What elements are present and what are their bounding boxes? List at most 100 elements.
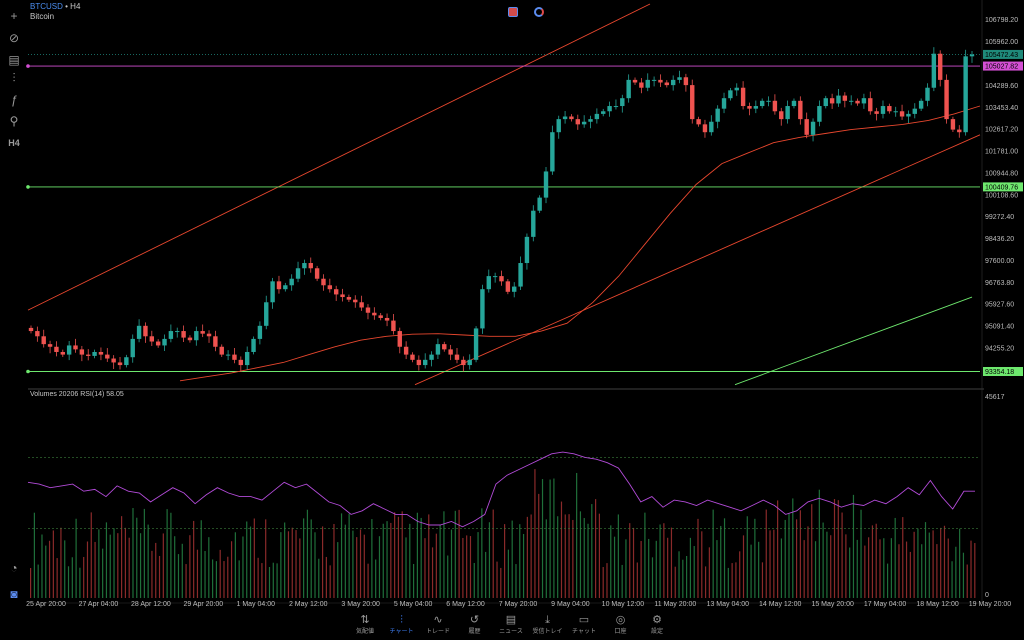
instrument-name: Bitcoin <box>30 12 55 21</box>
crosshair-icon[interactable]: + <box>10 9 18 23</box>
nav-item-trade[interactable]: ∿ トレード <box>420 612 456 636</box>
function-icon[interactable]: ƒ <box>10 93 18 107</box>
volume-bar <box>386 521 388 598</box>
volume-bar <box>52 530 54 598</box>
candle-bear <box>321 278 326 286</box>
volume-bar <box>321 526 324 598</box>
candle-bear <box>772 100 778 112</box>
nav-item-account[interactable]: ◎ 口座 <box>603 612 639 636</box>
timeframe-label[interactable]: H4 <box>70 2 81 11</box>
candle-bull <box>925 87 930 101</box>
volume-bar <box>704 566 707 598</box>
candle-bull <box>512 286 517 292</box>
chart-type-bars-icon[interactable]: ▤ <box>8 53 20 67</box>
nav-item-news[interactable]: ▤ ニュース <box>493 612 529 636</box>
candle-bull <box>537 197 542 211</box>
volume-bar <box>83 556 85 598</box>
candle-bull <box>651 79 657 81</box>
candle-bull <box>912 108 917 114</box>
time-label: 3 May 20:00 <box>341 601 380 608</box>
candle-bear <box>957 129 962 133</box>
candle-bull <box>295 268 301 279</box>
volume-bar <box>450 529 453 598</box>
volume-bar <box>739 551 741 598</box>
candle-bull <box>645 79 650 88</box>
volume-bar <box>139 533 142 598</box>
candle-bull <box>480 289 485 329</box>
volume-bar <box>189 535 191 598</box>
candle-bear <box>219 346 224 355</box>
nav-label: 設定 <box>650 629 663 635</box>
candle-bear <box>79 349 85 355</box>
volume-bar <box>572 519 574 598</box>
volume-bar <box>439 524 441 598</box>
price-label: 103453.40 <box>985 105 1018 112</box>
volume-bar <box>731 563 733 598</box>
volume-bar <box>716 540 718 598</box>
volume-bar <box>261 563 263 598</box>
volume-bar <box>974 543 976 598</box>
volume-bar <box>773 529 775 598</box>
volume-bar <box>814 541 817 598</box>
candle-bear <box>842 95 848 101</box>
volume-bar <box>193 520 195 598</box>
volume-bar <box>314 532 316 598</box>
one-click-icon[interactable] <box>534 7 544 17</box>
sync-icon[interactable]: ◙ <box>10 587 18 601</box>
nav-item-settings[interactable]: ⚙ 設定 <box>639 612 675 636</box>
volume-bar <box>382 523 384 598</box>
volume-bar <box>723 518 726 598</box>
volume-bar <box>473 562 475 598</box>
nav-label: チャット <box>572 629 596 635</box>
candle-bear <box>181 331 186 338</box>
objects-icon[interactable]: ⚲ <box>9 114 19 128</box>
volume-bar <box>378 536 381 598</box>
candle-bear <box>384 317 390 321</box>
volume-bar <box>898 544 900 598</box>
candle-bear <box>887 106 892 112</box>
volume-bar <box>522 533 525 598</box>
volume-bar <box>284 522 286 598</box>
nav-item-quotes[interactable]: ⇅ 気配値 <box>347 612 383 636</box>
volume-bar <box>177 554 180 598</box>
chart-grid <box>28 0 984 604</box>
nav-item-chart[interactable]: ⫶ チャート <box>384 612 420 636</box>
trade-panel-icon[interactable] <box>508 7 518 17</box>
candle-bear <box>232 354 237 360</box>
candle-bear <box>950 119 956 130</box>
volume-bar <box>905 541 908 598</box>
volume-bar <box>128 537 130 598</box>
indicators-icon[interactable]: ⫶ <box>12 71 16 85</box>
nav-label: 履歴 <box>468 629 481 635</box>
nav-item-history[interactable]: ↺ 履歴 <box>457 612 493 636</box>
price-label: 98436.20 <box>985 236 1014 243</box>
candle-bear <box>54 346 59 352</box>
price-label: 95927.60 <box>985 302 1014 309</box>
candle-bear <box>683 77 689 86</box>
nav-item-inbox[interactable]: ⤓ 受信トレイ <box>530 612 566 636</box>
chat-icon: ▭ <box>578 614 590 626</box>
timeframe-icon[interactable]: H4 <box>8 138 20 148</box>
price-chart[interactable]: 106798.20 105962.00 105472.43 105027.82 1042… <box>0 0 1024 615</box>
volume-bar <box>894 517 896 598</box>
chart-type-icon[interactable]: ⊘ <box>8 31 20 45</box>
candle-bear <box>73 345 78 350</box>
zoom-icon[interactable]: ◔ <box>10 561 18 575</box>
symbol-label[interactable]: BTCUSD <box>30 2 63 11</box>
candle-bear <box>410 354 415 360</box>
volume-bar <box>712 509 714 598</box>
volume-bar <box>102 548 104 598</box>
volume-bar <box>394 512 396 598</box>
volume-bar <box>367 563 369 598</box>
price-label: 96763.80 <box>985 280 1014 287</box>
candle-bear <box>60 351 65 355</box>
candle-bull <box>626 79 631 99</box>
price-tag <box>983 49 1023 59</box>
volume-bar <box>223 561 225 598</box>
nav-item-chat[interactable]: ▭ チャット <box>566 612 602 636</box>
candle-bull <box>66 345 72 355</box>
volume-bar <box>924 522 927 598</box>
time-label: 10 May 12:00 <box>602 601 645 608</box>
volume-bar <box>890 538 892 598</box>
volume-bar <box>287 531 290 598</box>
